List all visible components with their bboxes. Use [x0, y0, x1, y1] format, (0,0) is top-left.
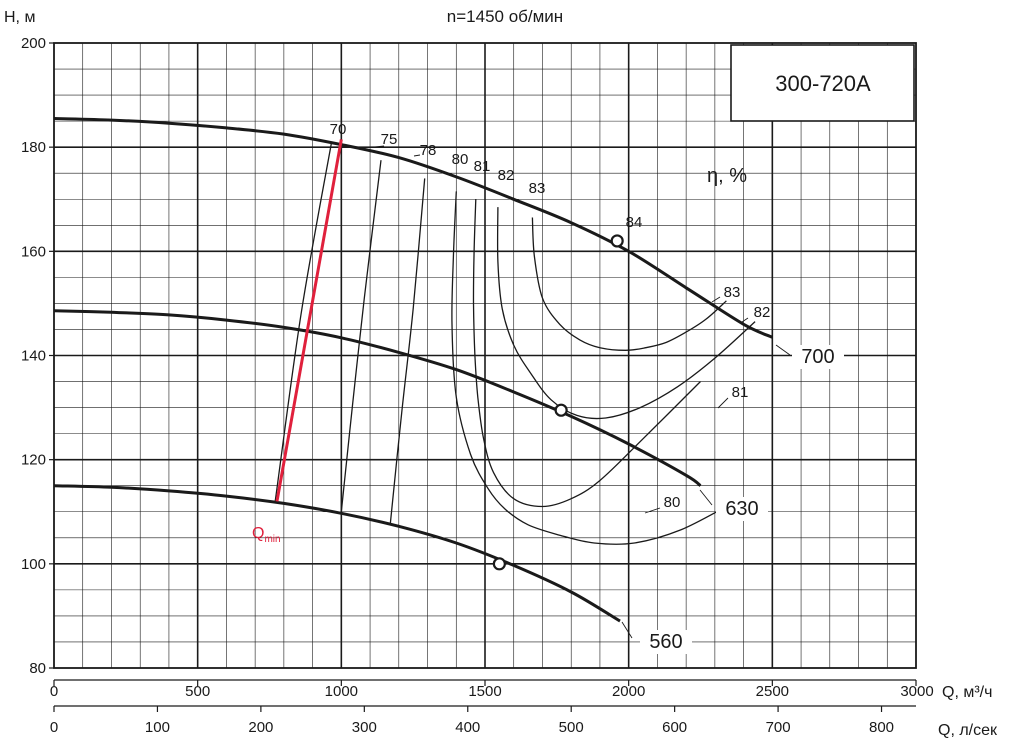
grid — [53, 42, 917, 669]
efficiency-curve-75 — [340, 160, 382, 512]
series-label-630: 630 — [725, 498, 758, 520]
x-tick-label: 1000 — [325, 683, 358, 700]
x2-tick-label: 0 — [50, 719, 58, 736]
efficiency-value-label: 81 — [732, 384, 749, 401]
x2-tick-label: 400 — [455, 719, 480, 736]
labels: 70 75 78 80 81 82 83 84 83 82 81 80 700 630 560 Qmin — [252, 121, 844, 654]
hq-curve-700 — [53, 117, 773, 339]
x2-tick-label: 200 — [248, 719, 273, 736]
efficiency-value-label: 80 — [664, 494, 681, 511]
model-label: 300-720A — [775, 71, 871, 96]
label-leader — [711, 296, 721, 303]
x-tick-label: 2000 — [612, 683, 645, 700]
y-tick-label: 160 — [21, 243, 46, 260]
label-leader — [644, 507, 661, 514]
efficiency-value-label: 80 — [452, 151, 469, 168]
bep-point — [492, 557, 506, 571]
model-box — [730, 44, 915, 122]
y-tick-label: 140 — [21, 348, 46, 365]
label-leader — [717, 397, 729, 409]
x2-tick-label: 600 — [662, 719, 687, 736]
x2-tick-label: 700 — [766, 719, 791, 736]
series-label-700: 700 — [801, 346, 834, 368]
label-leader — [413, 154, 421, 157]
y-tick-label: 120 — [21, 452, 46, 469]
efficiency-value-label: 82 — [498, 167, 515, 184]
bep-point — [610, 234, 624, 248]
series-label-bg — [640, 630, 692, 654]
x-tick-label: 2500 — [756, 683, 789, 700]
x-tick-label: 500 — [185, 683, 210, 700]
label-leader — [621, 621, 633, 639]
x-tick-label: 0 — [50, 683, 58, 700]
hq-curve-560 — [53, 484, 621, 623]
hq-curve-630 — [53, 309, 702, 487]
efficiency-curve-81 — [472, 199, 701, 508]
efficiency-value-label: 75 — [381, 131, 398, 148]
series-label-bg — [716, 497, 768, 521]
qmin-label: Qmin — [252, 525, 281, 545]
efficiency-value-label: 78 — [420, 142, 437, 159]
x-tick-label: 3000 — [900, 683, 933, 700]
x2-tick-label: 800 — [869, 719, 894, 736]
series-label-bg — [792, 345, 844, 369]
x2-tick-label: 100 — [145, 719, 170, 736]
efficiency-value-label: 84 — [626, 214, 643, 231]
y-tick-label: 200 — [21, 35, 46, 52]
x2-axis-label: Q, л/сек — [938, 722, 998, 739]
y-axis-label: H, м — [4, 9, 35, 26]
efficiency-label: η, % — [707, 165, 747, 187]
efficiency-curve-78 — [389, 178, 426, 525]
x2-tick-label: 300 — [352, 719, 377, 736]
label-leader — [699, 489, 713, 506]
label-leader — [374, 145, 385, 148]
y-tick-label: 100 — [21, 556, 46, 573]
efficiency-curve-83 — [531, 217, 727, 351]
y-tick-label: 180 — [21, 139, 46, 156]
x-tick-label: 1500 — [468, 683, 501, 700]
label-leader — [775, 344, 791, 356]
series-label-560: 560 — [649, 631, 682, 653]
efficiency-curve-80 — [451, 191, 727, 545]
efficiency-value-label: 83 — [724, 284, 741, 301]
x2-tick-label: 500 — [559, 719, 584, 736]
qmin-line — [275, 139, 343, 502]
curves — [53, 117, 773, 623]
efficiency-value-label: 70 — [330, 121, 347, 138]
efficiency-curve-82 — [496, 207, 756, 420]
efficiency-value-label: 82 — [754, 304, 771, 321]
efficiency-value-label: 81 — [474, 158, 491, 175]
efficiency-value-label: 83 — [529, 180, 546, 197]
chart-title: n=1450 об/мин — [447, 7, 563, 26]
bep-point — [554, 403, 568, 417]
x-axis-label: Q, м³/ч — [942, 684, 992, 701]
label-leader — [741, 317, 749, 323]
y-tick-label: 80 — [29, 660, 46, 677]
efficiency-curve-70 — [274, 141, 333, 502]
